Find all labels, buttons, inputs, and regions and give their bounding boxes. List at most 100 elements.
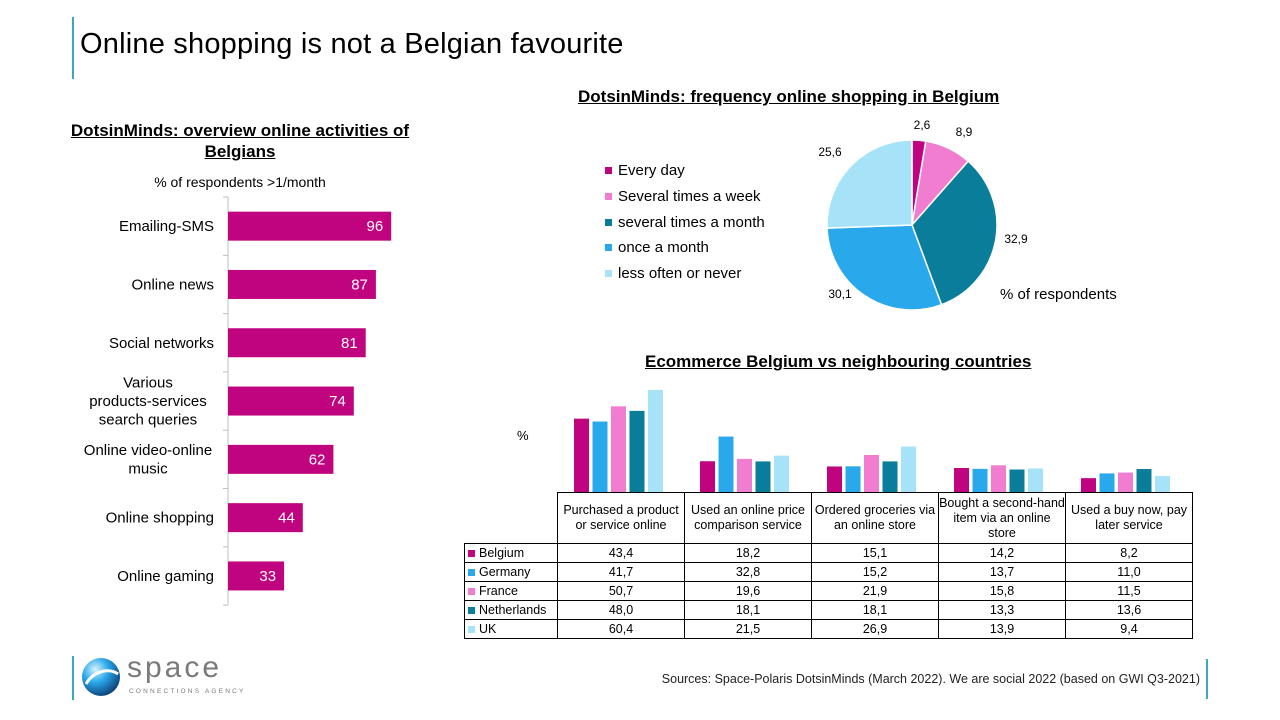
legend-label: once a month: [618, 239, 709, 257]
ecommerce-y-unit: %: [517, 428, 529, 443]
table-cell: 15,1: [811, 543, 939, 563]
bar-category-label: Various products-services search queries: [89, 375, 207, 429]
table-cell: 43,4: [557, 543, 685, 563]
series-swatch: [468, 626, 475, 634]
pie-unit-label: % of respondents: [1000, 286, 1117, 303]
series-swatch: [468, 569, 475, 577]
pie-legend: Every day Several times a week several tim…: [605, 158, 765, 286]
space-logo-icon: [82, 658, 120, 696]
table-column-header: Ordered groceries via an online store: [811, 492, 939, 544]
table-cell: 11,0: [1065, 562, 1193, 582]
bar-category-label: Online shopping: [106, 510, 214, 527]
ecommerce-data-table: Purchased a product or service online Use…: [464, 492, 1193, 639]
table-row-label: France: [464, 581, 558, 601]
series-name: UK: [479, 622, 497, 636]
pie-legend-item: less often or never: [605, 261, 765, 287]
series-name: Netherlands: [479, 603, 547, 617]
legend-swatch: [605, 270, 612, 278]
pie-legend-item: Several times a week: [605, 184, 765, 210]
legend-swatch: [605, 167, 612, 175]
title-accent-bar: [72, 17, 74, 79]
table-column-header: Bought a second-hand item via an online …: [938, 492, 1066, 544]
legend-swatch: [605, 244, 612, 252]
bar-1: [228, 269, 376, 299]
pie-legend-item: Every day: [605, 158, 765, 184]
bar-0: [228, 211, 392, 241]
table-cell: 11,5: [1065, 581, 1193, 601]
pie-chart-title: DotsinMinds: frequency online shopping i…: [578, 87, 1000, 106]
legend-label: Every day: [618, 162, 685, 180]
legend-label: several times a month: [618, 213, 765, 231]
pie-legend-item: several times a month: [605, 209, 765, 235]
legend-swatch: [605, 218, 612, 226]
table-cell: 18,2: [684, 543, 812, 563]
table-column-header: Used a buy now, pay later service: [1065, 492, 1193, 544]
legend-label: less often or never: [618, 265, 742, 283]
table-row: Netherlands 48,0 18,1 18,1 13,3 13,6: [464, 600, 1193, 620]
bar-5: [228, 503, 303, 533]
bar-category-label: Emailing-SMS: [119, 218, 214, 235]
pie-legend-item: once a month: [605, 235, 765, 261]
table-row: France 50,7 19,6 21,9 15,8 11,5: [464, 581, 1193, 601]
table-cell: 60,4: [557, 619, 685, 639]
table-cell: 14,2: [938, 543, 1066, 563]
logo-tagline: CONNECTIONS AGENCY: [129, 688, 246, 695]
bar-value-label: 62: [309, 451, 326, 468]
table-column-header: Used an online price comparison service: [684, 492, 812, 544]
table-row: Belgium 43,4 18,2 15,1 14,2 8,2: [464, 543, 1193, 563]
bar-category-label: Online gaming: [117, 568, 214, 585]
series-name: Belgium: [479, 546, 525, 560]
table-row: Germany 41,7 32,8 15,2 13,7 11,0: [464, 562, 1193, 582]
table-cell: 15,8: [938, 581, 1066, 601]
sources-accent-bar: [1206, 659, 1208, 699]
bar-4: [228, 444, 334, 474]
bar-value-label: 44: [278, 510, 295, 527]
bar-value-label: 33: [259, 568, 276, 585]
table-cell: 15,2: [811, 562, 939, 582]
series-swatch: [468, 588, 475, 596]
table-cell: 21,9: [811, 581, 939, 601]
table-row-label: UK: [464, 619, 558, 639]
table-cell: 18,1: [684, 600, 812, 620]
series-swatch: [468, 550, 475, 558]
bar-category-label: Social networks: [109, 335, 214, 352]
table-column-header: Purchased a product or service online: [557, 492, 685, 544]
table-cell: 21,5: [684, 619, 812, 639]
bar-value-label: 96: [367, 218, 384, 235]
page-title: Online shopping is not a Belgian favouri…: [80, 28, 624, 60]
bar-2: [228, 328, 366, 358]
legend-label: Several times a week: [618, 188, 761, 206]
table-cell: 13,7: [938, 562, 1066, 582]
bar-category-label: Online video-online music: [84, 442, 212, 478]
bar-6: [228, 561, 285, 591]
table-cell: 13,3: [938, 600, 1066, 620]
table-cell: 13,6: [1065, 600, 1193, 620]
table-cell: 32,8: [684, 562, 812, 582]
table-corner: [464, 492, 558, 544]
table-cell: 13,9: [938, 619, 1066, 639]
ecommerce-chart-title: Ecommerce Belgium vs neighbouring countr…: [645, 352, 1032, 371]
bar-3: [228, 386, 354, 416]
table-cell: 18,1: [811, 600, 939, 620]
table-cell: 41,7: [557, 562, 685, 582]
table-row: UK 60,4 21,5 26,9 13,9 9,4: [464, 619, 1193, 639]
bar-value-label: 87: [351, 276, 368, 293]
logo-accent-bar: [72, 656, 74, 700]
series-name: Germany: [479, 565, 531, 579]
bar-category-label: Online news: [131, 276, 214, 293]
bar-value-label: 74: [329, 393, 346, 410]
bar-chart-subtitle: % of respondents >1/month: [154, 174, 326, 190]
sources-note: Sources: Space-Polaris DotsinMinds (Marc…: [661, 672, 1200, 686]
table-row-label: Netherlands: [464, 600, 558, 620]
table-row-label: Germany: [464, 562, 558, 582]
legend-swatch: [605, 193, 612, 201]
series-swatch: [468, 607, 475, 615]
series-name: France: [479, 584, 518, 598]
table-cell: 19,6: [684, 581, 812, 601]
bar-chart-title: DotsinMinds: overview online activities …: [70, 121, 410, 161]
table-cell: 8,2: [1065, 543, 1193, 563]
table-cell: 26,9: [811, 619, 939, 639]
table-row-label: Belgium: [464, 543, 558, 563]
table-cell: 48,0: [557, 600, 685, 620]
